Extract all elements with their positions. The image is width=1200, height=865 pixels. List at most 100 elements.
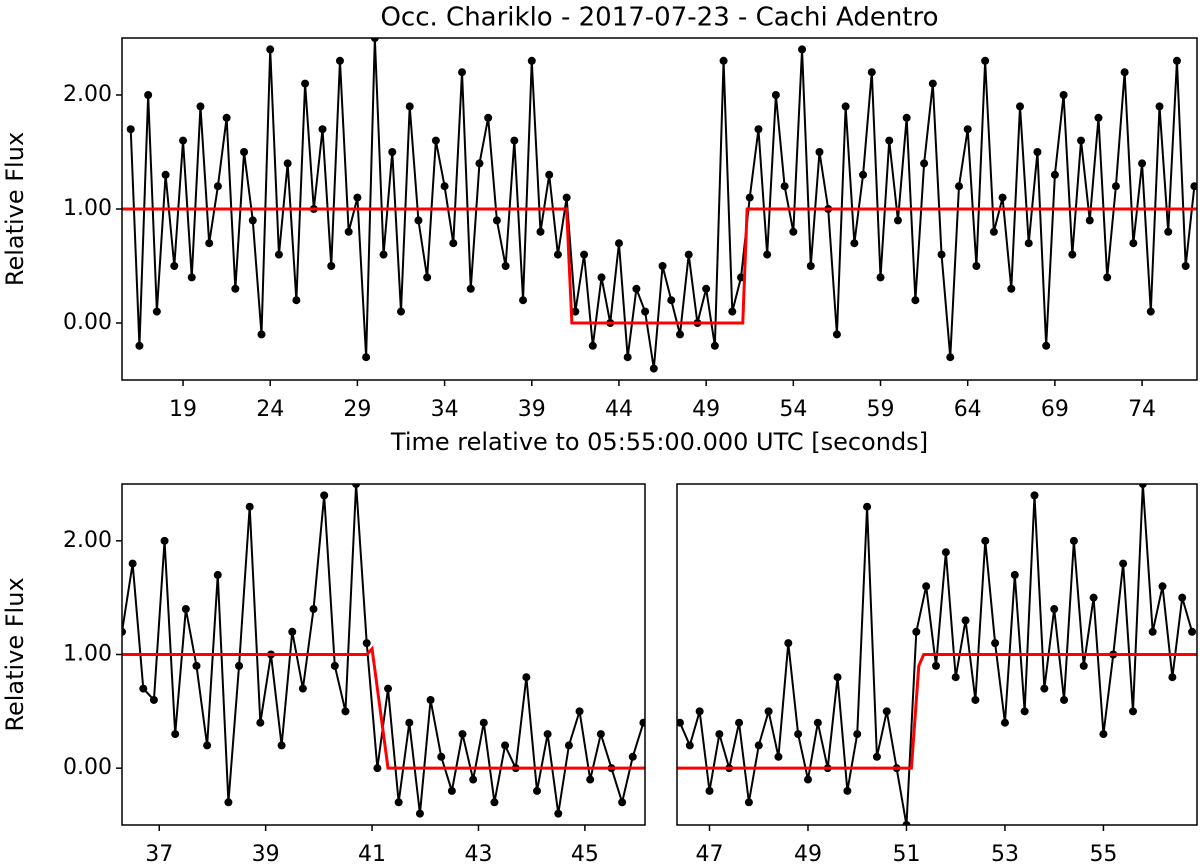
data-point: [981, 56, 990, 65]
data-point: [922, 582, 931, 591]
data-point: [754, 125, 763, 134]
x-tick-label: 49: [794, 842, 822, 865]
data-point: [235, 661, 244, 670]
data-point: [1178, 593, 1187, 602]
data-point: [841, 102, 850, 111]
data-point: [941, 548, 950, 557]
x-tick-label: 55: [1089, 842, 1117, 865]
data-point: [205, 239, 214, 248]
data-point: [632, 284, 641, 293]
data-point: [384, 684, 393, 693]
data-point: [553, 250, 562, 259]
x-tick-label: 74: [1128, 397, 1156, 422]
data-point: [181, 605, 190, 614]
data-point: [586, 775, 595, 784]
data-point: [554, 809, 563, 818]
y-tick-label: 2.00: [63, 82, 112, 107]
data-point: [1059, 91, 1068, 99]
chart-panel: 19 24 29 34 39 44 49 54 59 64 69 74 0.00 1.00 2.00 Occ.…: [1, 3, 1198, 456]
data-point: [803, 775, 812, 784]
data-point: [954, 182, 963, 191]
x-tick-label: 51: [892, 842, 920, 865]
data-point: [196, 102, 205, 111]
data-point: [330, 661, 339, 670]
data-point: [469, 775, 478, 784]
x-tick-label: 41: [358, 842, 386, 865]
data-point: [1016, 102, 1025, 111]
data-point: [806, 262, 815, 270]
x-tick-label: 43: [464, 842, 492, 865]
data-point: [274, 250, 283, 259]
data-point: [971, 695, 980, 704]
data-point: [863, 502, 872, 511]
y-tick-label: 2.00: [63, 528, 112, 553]
data-point: [911, 296, 920, 305]
data-point: [490, 798, 499, 807]
data-point: [695, 707, 704, 716]
data-point: [774, 752, 783, 761]
data-point: [126, 125, 135, 134]
data-point: [1094, 113, 1103, 122]
data-point: [1024, 239, 1033, 248]
data-point: [1158, 582, 1167, 591]
data-point: [794, 730, 803, 739]
data-point: [362, 639, 371, 648]
data-point: [780, 182, 789, 191]
data-point: [479, 718, 488, 727]
data-point: [341, 707, 350, 716]
data-point: [128, 559, 137, 568]
data-point: [288, 627, 297, 636]
data-point: [1033, 148, 1042, 156]
data-point: [763, 250, 772, 259]
x-tick-label: 69: [1041, 397, 1069, 422]
data-point: [527, 56, 536, 65]
data-point: [677, 718, 684, 727]
data-point: [396, 307, 405, 316]
data-point: [266, 45, 275, 54]
data-point: [684, 250, 693, 259]
data-point: [152, 307, 161, 316]
data-point: [320, 491, 329, 500]
data-point: [536, 227, 545, 236]
data-point: [431, 136, 440, 145]
data-point: [466, 284, 475, 293]
data-point: [981, 536, 990, 545]
data-point: [1042, 341, 1051, 350]
data-point: [440, 182, 449, 191]
data-point: [991, 639, 1000, 648]
data-point: [501, 262, 510, 270]
data-point: [213, 182, 222, 191]
data-point: [989, 227, 998, 236]
data-point: [1077, 136, 1086, 145]
data-point: [1190, 182, 1197, 191]
y-axis-label: Relative Flux: [1, 132, 29, 286]
data-point: [1148, 627, 1157, 636]
data-point: [492, 216, 501, 225]
data-point: [179, 136, 188, 145]
data-point: [1120, 68, 1129, 77]
data-point: [1168, 673, 1177, 682]
data-point: [213, 570, 222, 579]
data-point: [458, 730, 467, 739]
data-point: [160, 536, 169, 545]
data-point: [370, 38, 379, 42]
data-point: [867, 68, 876, 77]
data-point: [519, 296, 528, 305]
data-point: [893, 216, 902, 225]
x-tick-label: 45: [571, 842, 599, 865]
y-tick-label: 0.00: [63, 755, 112, 780]
data-point: [843, 786, 852, 795]
data-point: [588, 341, 597, 350]
data-point: [963, 125, 972, 134]
data-point: [248, 216, 257, 225]
data-point: [171, 730, 180, 739]
data-point: [1068, 250, 1077, 259]
x-tick-label: 53: [991, 842, 1019, 865]
data-point: [1007, 284, 1016, 293]
data-point: [1155, 102, 1164, 111]
data-point: [789, 227, 798, 236]
data-point: [414, 216, 423, 225]
data-point: [715, 730, 724, 739]
x-tick-label: 39: [518, 397, 546, 422]
